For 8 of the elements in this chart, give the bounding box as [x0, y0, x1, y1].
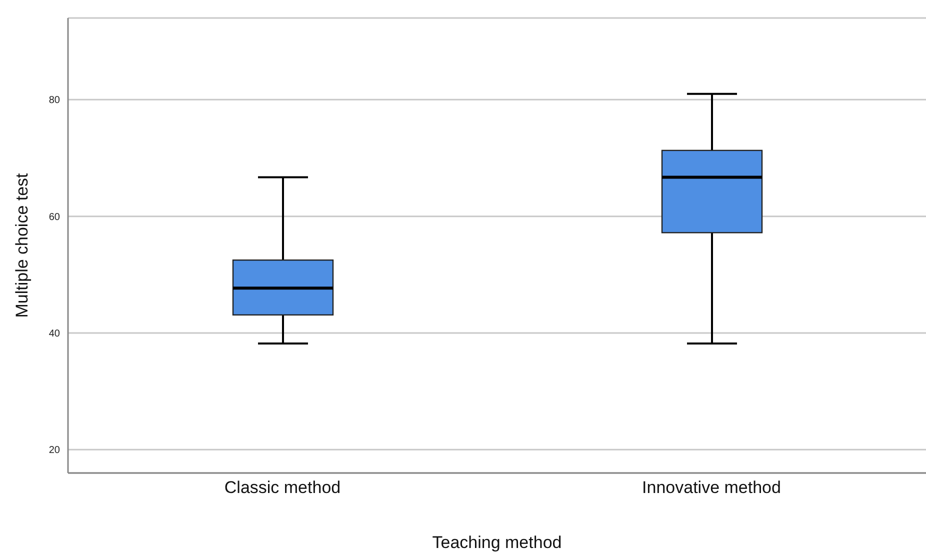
y-axis-title: Multiple choice test [12, 172, 32, 318]
x-tick-label: Classic method [224, 478, 341, 498]
y-tick-label: 40 [48, 328, 60, 340]
y-tick-label: 60 [48, 212, 60, 223]
x-axis-title: Teaching method [432, 533, 562, 552]
x-tick-label: Innovative method [642, 478, 781, 498]
y-tick-label: 80 [48, 95, 60, 106]
y-tick-label: 20 [48, 445, 60, 456]
